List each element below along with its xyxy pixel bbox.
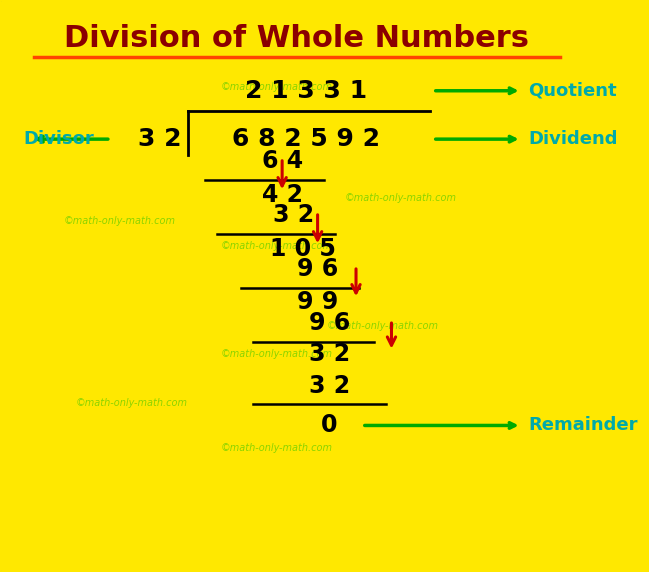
FancyBboxPatch shape (0, 0, 596, 572)
Text: 1 0 5: 1 0 5 (270, 237, 336, 261)
Text: 9 9: 9 9 (297, 290, 338, 314)
Text: Dividend: Dividend (528, 130, 618, 148)
Text: ©math-only-math.com: ©math-only-math.com (220, 443, 332, 453)
Text: 2 1 3 3 1: 2 1 3 3 1 (245, 79, 367, 103)
Text: ©math-only-math.com: ©math-only-math.com (75, 398, 188, 408)
Text: 9 6: 9 6 (309, 311, 350, 335)
Text: 3 2: 3 2 (309, 374, 350, 398)
Text: 6 4: 6 4 (262, 149, 302, 173)
Text: 4 2: 4 2 (262, 183, 302, 207)
Text: ©math-only-math.com: ©math-only-math.com (220, 82, 332, 92)
Text: 3 2: 3 2 (309, 342, 350, 366)
Text: 0: 0 (321, 414, 337, 438)
Text: 9 6: 9 6 (297, 257, 338, 281)
Text: 3 2: 3 2 (138, 127, 182, 151)
Text: 6 8 2 5 9 2: 6 8 2 5 9 2 (232, 127, 380, 151)
Text: Divisor: Divisor (24, 130, 95, 148)
Text: ©math-only-math.com: ©math-only-math.com (345, 193, 456, 202)
Text: ©math-only-math.com: ©math-only-math.com (326, 321, 439, 331)
Text: ©math-only-math.com: ©math-only-math.com (64, 216, 176, 225)
Text: Remainder: Remainder (528, 416, 638, 435)
Text: 3 2: 3 2 (273, 203, 315, 227)
Text: Quotient: Quotient (528, 82, 617, 100)
Text: ©math-only-math.com: ©math-only-math.com (220, 241, 332, 251)
Text: Division of Whole Numbers: Division of Whole Numbers (64, 24, 530, 53)
Text: ©math-only-math.com: ©math-only-math.com (220, 349, 332, 359)
